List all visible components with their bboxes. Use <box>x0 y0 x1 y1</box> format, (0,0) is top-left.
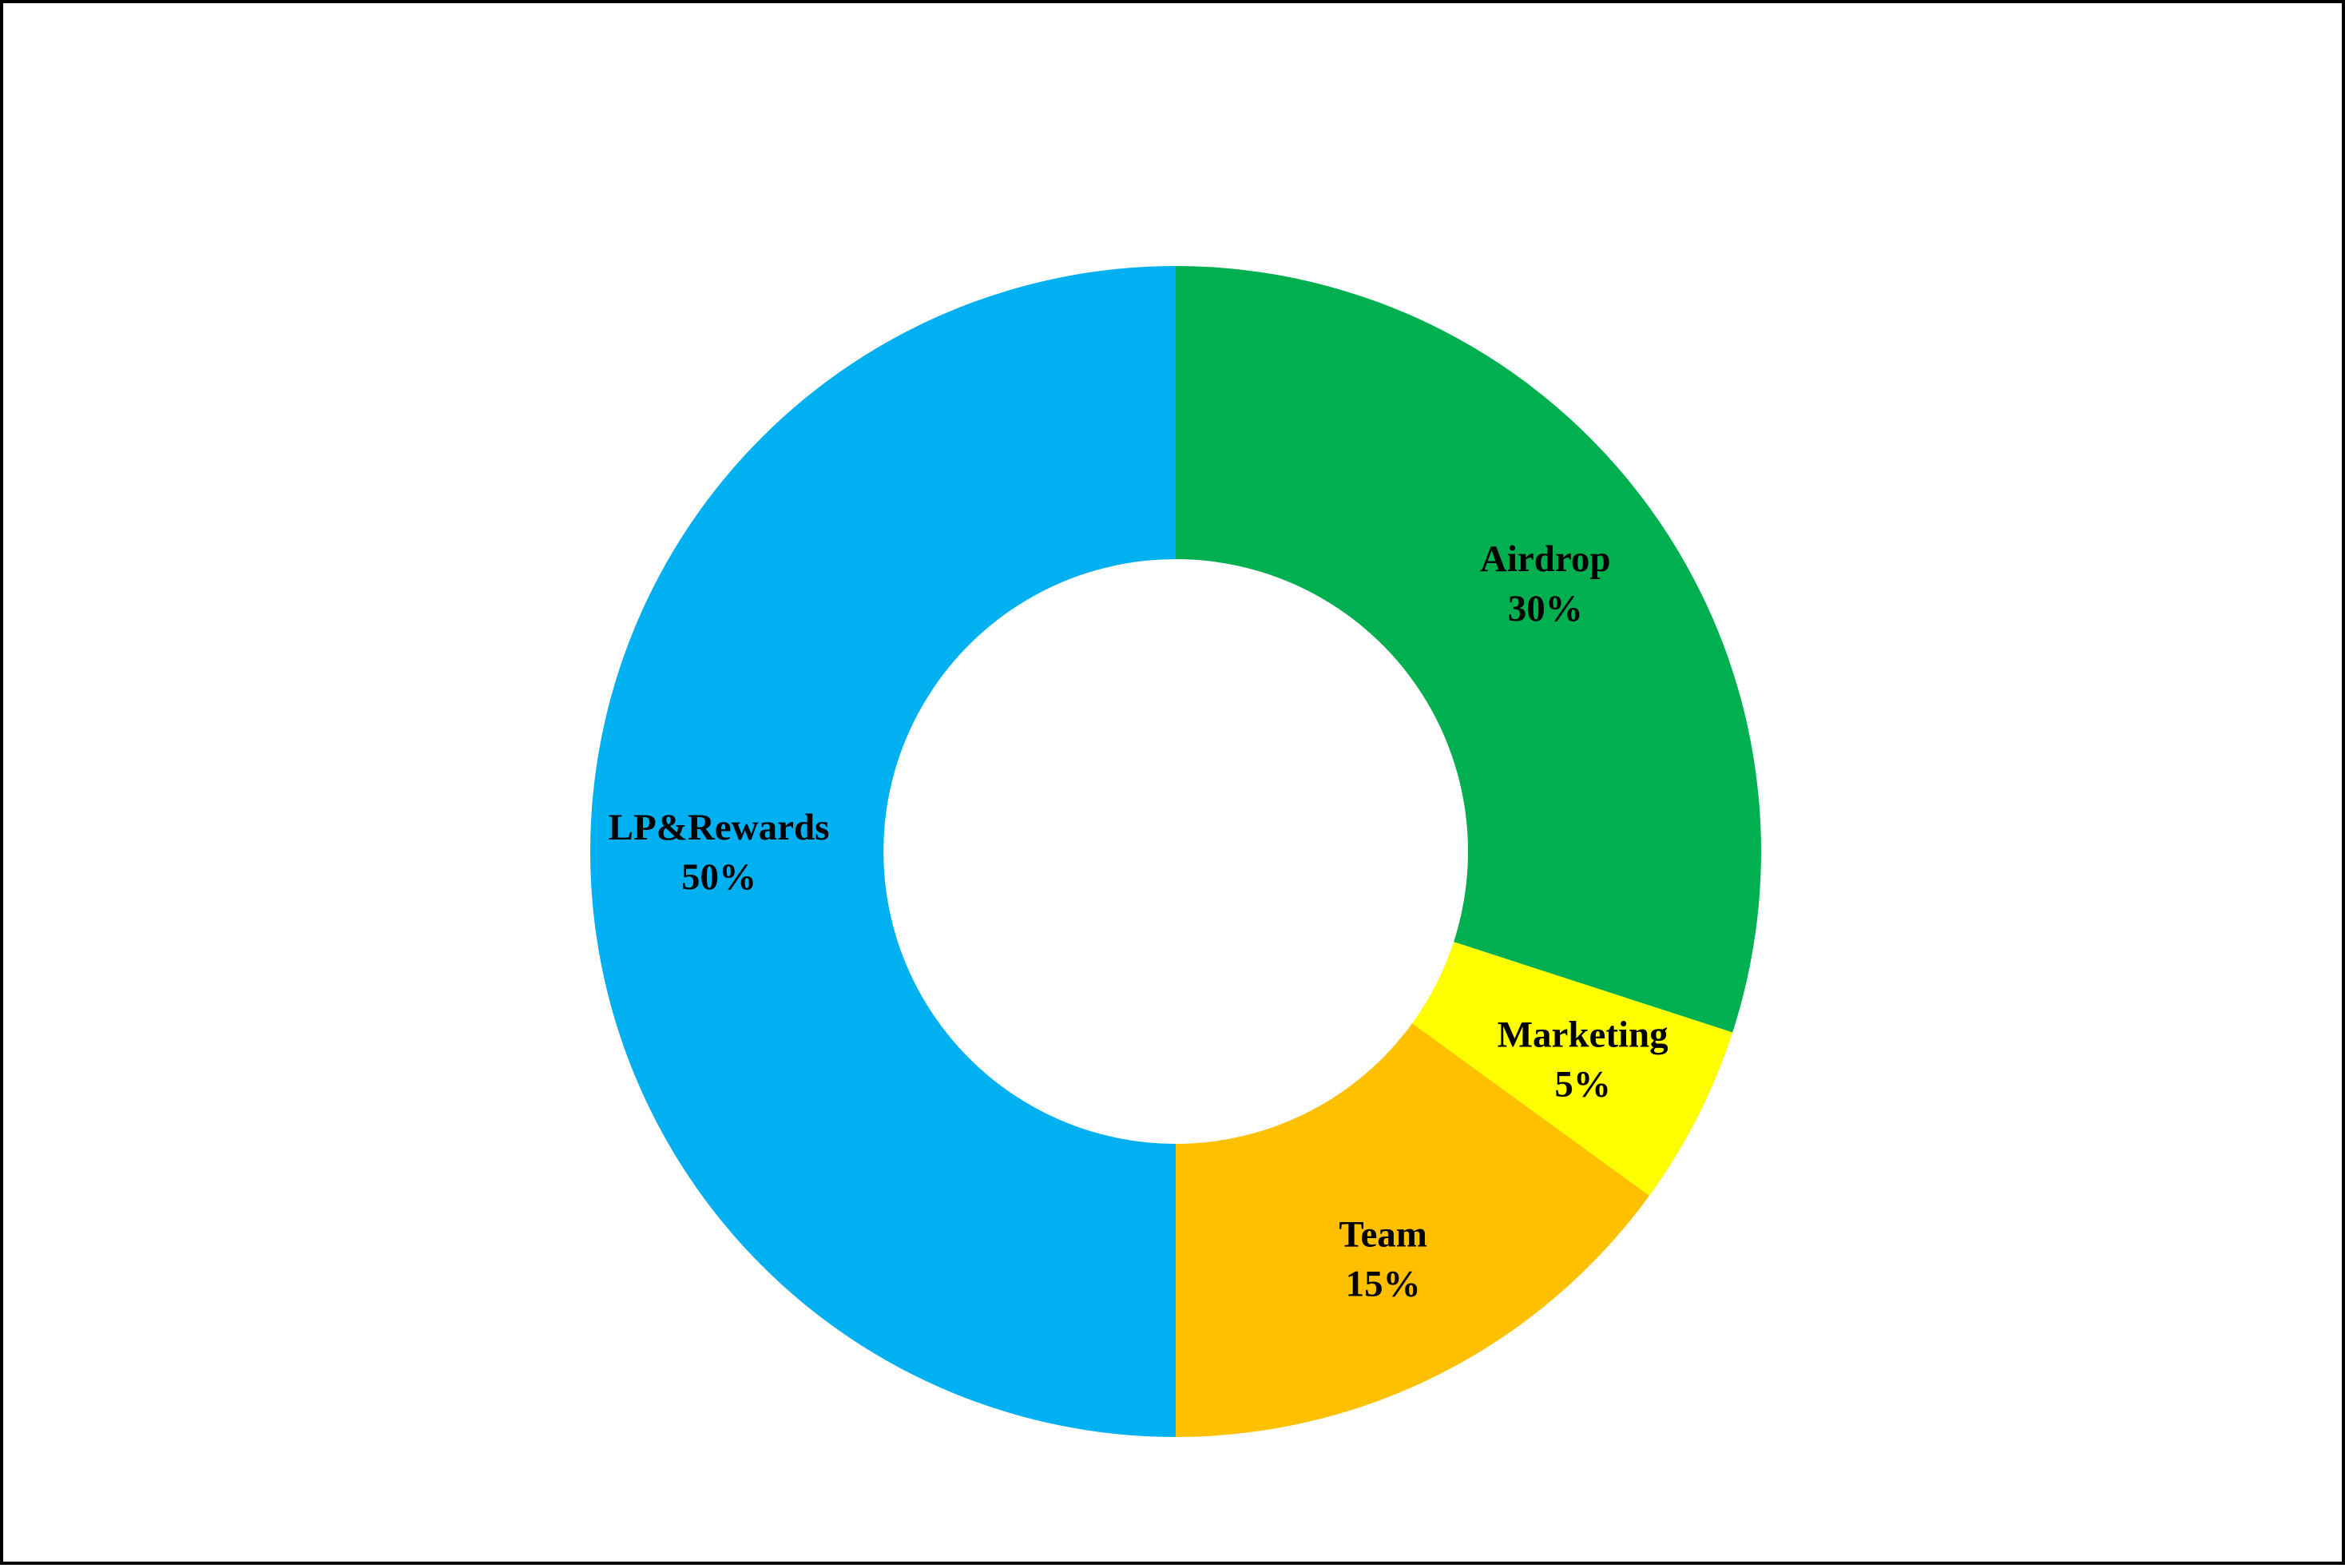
slice-name: Team <box>1339 1214 1427 1256</box>
slice-label-team: Team 15% <box>1339 1214 1427 1305</box>
slice-marketing <box>1412 942 1733 1196</box>
slice-name: Marketing <box>1498 1014 1669 1056</box>
donut-slices <box>590 266 1761 1437</box>
slice-value: 30% <box>1508 588 1583 629</box>
slice-name: Airdrop <box>1480 538 1611 580</box>
slice-label-marketing: Marketing 5% <box>1498 1014 1669 1106</box>
slice-value: 5% <box>1554 1064 1611 1106</box>
slice-label-airdrop: Airdrop 30% <box>1480 538 1611 629</box>
slice-team <box>1176 1023 1650 1437</box>
donut-chart: Airdrop 30% Marketing 5% Team 15% LP&Rewards 50… <box>590 266 1761 1437</box>
slice-airdrop <box>1176 266 1761 1033</box>
slice-lp-rewards <box>590 266 1176 1437</box>
slice-name: LP&Rewards <box>609 807 830 848</box>
slice-labels: Airdrop 30% Marketing 5% Team 15% LP&Rewards 50… <box>609 538 1669 1305</box>
slice-value: 50% <box>681 856 756 898</box>
slice-label-lp-rewards: LP&Rewards 50% <box>609 807 830 898</box>
slice-value: 15% <box>1346 1264 1421 1305</box>
